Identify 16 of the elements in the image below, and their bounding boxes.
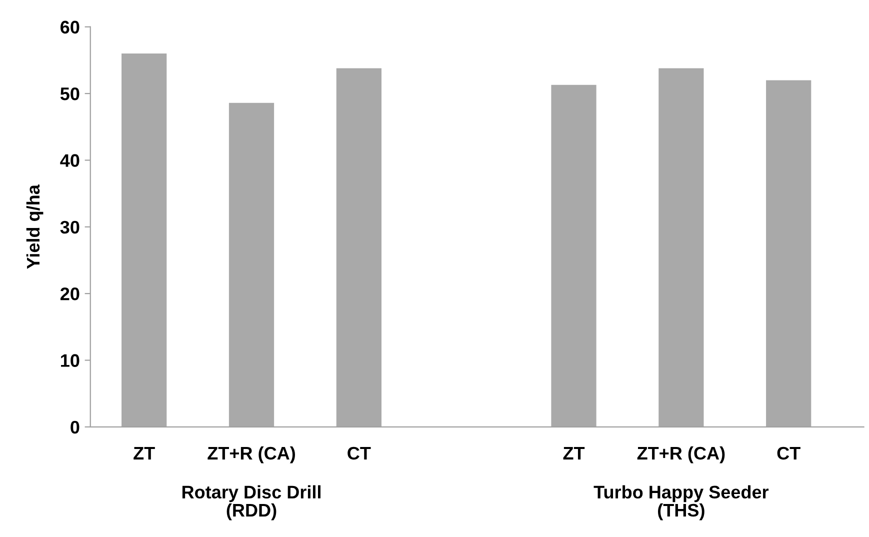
y-tick-label: 40 [60, 154, 80, 167]
x-tick-label: CT [777, 446, 800, 460]
y-tick-label: 20 [60, 287, 80, 300]
y-tick-label: 60 [60, 20, 80, 34]
y-tick-label: 30 [60, 220, 80, 234]
y-axis-title: Yield q/ha [26, 184, 44, 269]
x-tick-label: ZT+R (CA) [208, 446, 295, 464]
text: Turbo Happy Seeder (THS) [594, 485, 769, 520]
y-tick-label: 10 [61, 354, 80, 367]
x-tick-label: ZT [134, 447, 155, 460]
text: Rotary Disc Drill (RDD) [182, 485, 320, 520]
x-tick-label: ZT+R (CA) [637, 446, 725, 464]
x-tick-label: CT [348, 446, 371, 460]
x-tick-label: ZT [563, 447, 585, 460]
y-tick-label: 50 [60, 87, 80, 100]
y-tick-label: 0 [70, 420, 80, 434]
